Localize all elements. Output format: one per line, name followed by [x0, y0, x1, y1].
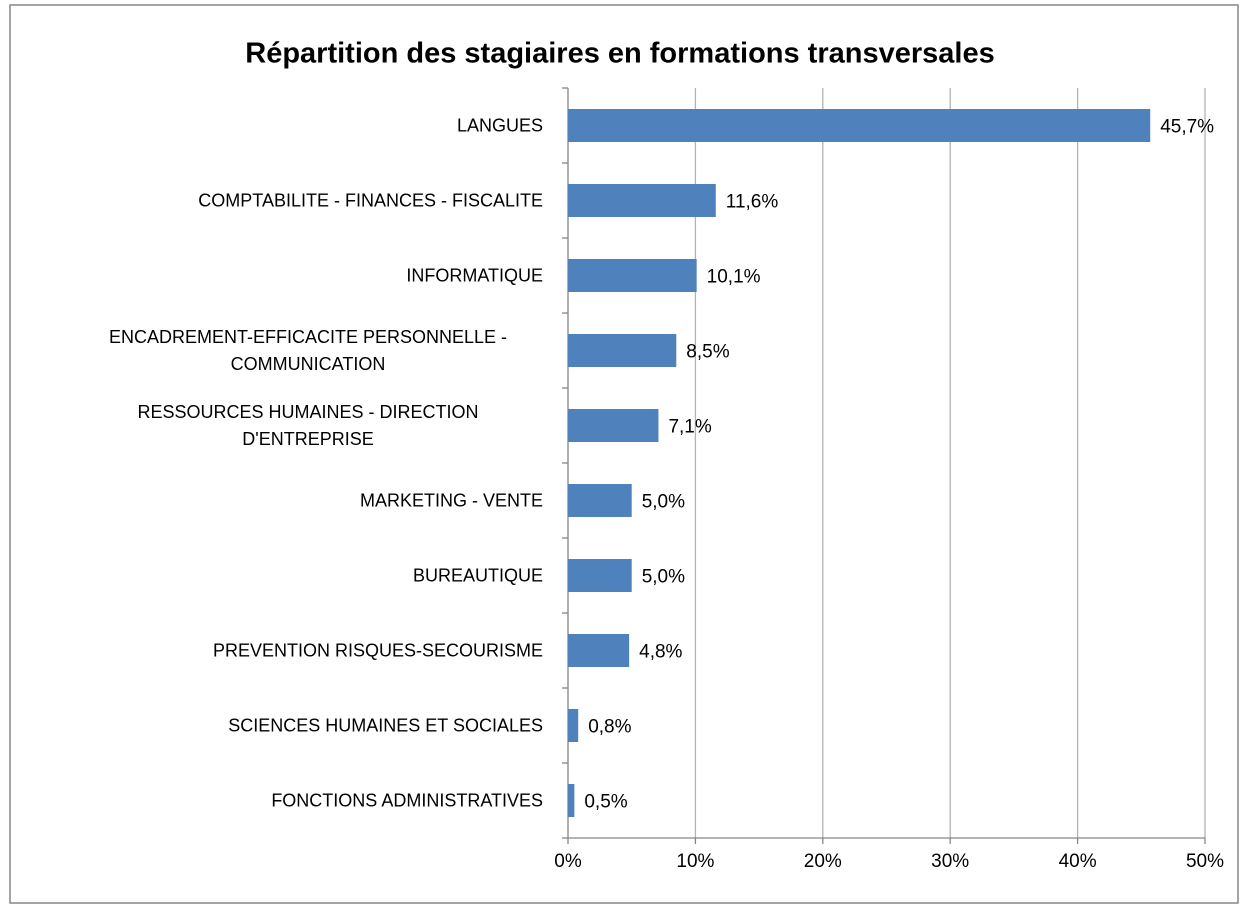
x-tick-label: 40% — [1059, 851, 1097, 872]
x-tick-label: 0% — [554, 851, 582, 872]
chart-border — [9, 4, 1239, 904]
y-tick-label: MARKETING - VENTE — [359, 490, 543, 510]
bar — [568, 784, 575, 817]
value-label: 10,1% — [707, 267, 761, 288]
value-label: 5,0% — [642, 492, 685, 513]
value-label: 7,1% — [668, 417, 711, 438]
bar — [568, 334, 677, 367]
value-label: 11,6% — [726, 192, 779, 213]
y-tick-label: INFORMATIQUE — [406, 265, 543, 285]
bar — [568, 634, 630, 667]
y-tick-label: LANGUES — [456, 115, 543, 135]
value-label: 5,0% — [642, 567, 685, 588]
y-tick-label: ENCADREMENT-EFFICACITE PERSONNELLE - COM… — [108, 326, 508, 374]
x-tick-label: 50% — [1186, 851, 1224, 872]
y-tick-label: BUREAUTIQUE — [412, 565, 543, 585]
value-label: 0,8% — [588, 717, 631, 738]
bar — [568, 184, 716, 217]
value-label: 8,5% — [686, 342, 729, 363]
bar — [568, 559, 632, 592]
value-label: 4,8% — [639, 642, 682, 663]
x-tick-label: 10% — [676, 851, 714, 872]
y-tick-label: RESSOURCES HUMAINES - DIRECTION D'ENTREP… — [137, 401, 479, 449]
x-tick-label: 30% — [931, 851, 969, 872]
y-tick-label: COMPTABILITE - FINANCES - FISCALITE — [198, 190, 543, 210]
x-tick-label: 20% — [804, 851, 842, 872]
bar — [568, 109, 1151, 142]
bar — [568, 409, 659, 442]
bar — [568, 484, 632, 517]
chart-title: Répartition des stagiaires en formations… — [245, 38, 994, 70]
bar — [568, 709, 579, 742]
y-tick-label: PREVENTION RISQUES-SECOURISME — [212, 640, 543, 660]
value-label: 45,7% — [1160, 117, 1214, 138]
y-tick-label: FONCTIONS ADMINISTRATIVES — [271, 790, 543, 810]
value-label: 0,5% — [584, 792, 627, 813]
bar — [568, 259, 697, 292]
y-tick-label: SCIENCES HUMAINES ET SOCIALES — [228, 715, 543, 735]
